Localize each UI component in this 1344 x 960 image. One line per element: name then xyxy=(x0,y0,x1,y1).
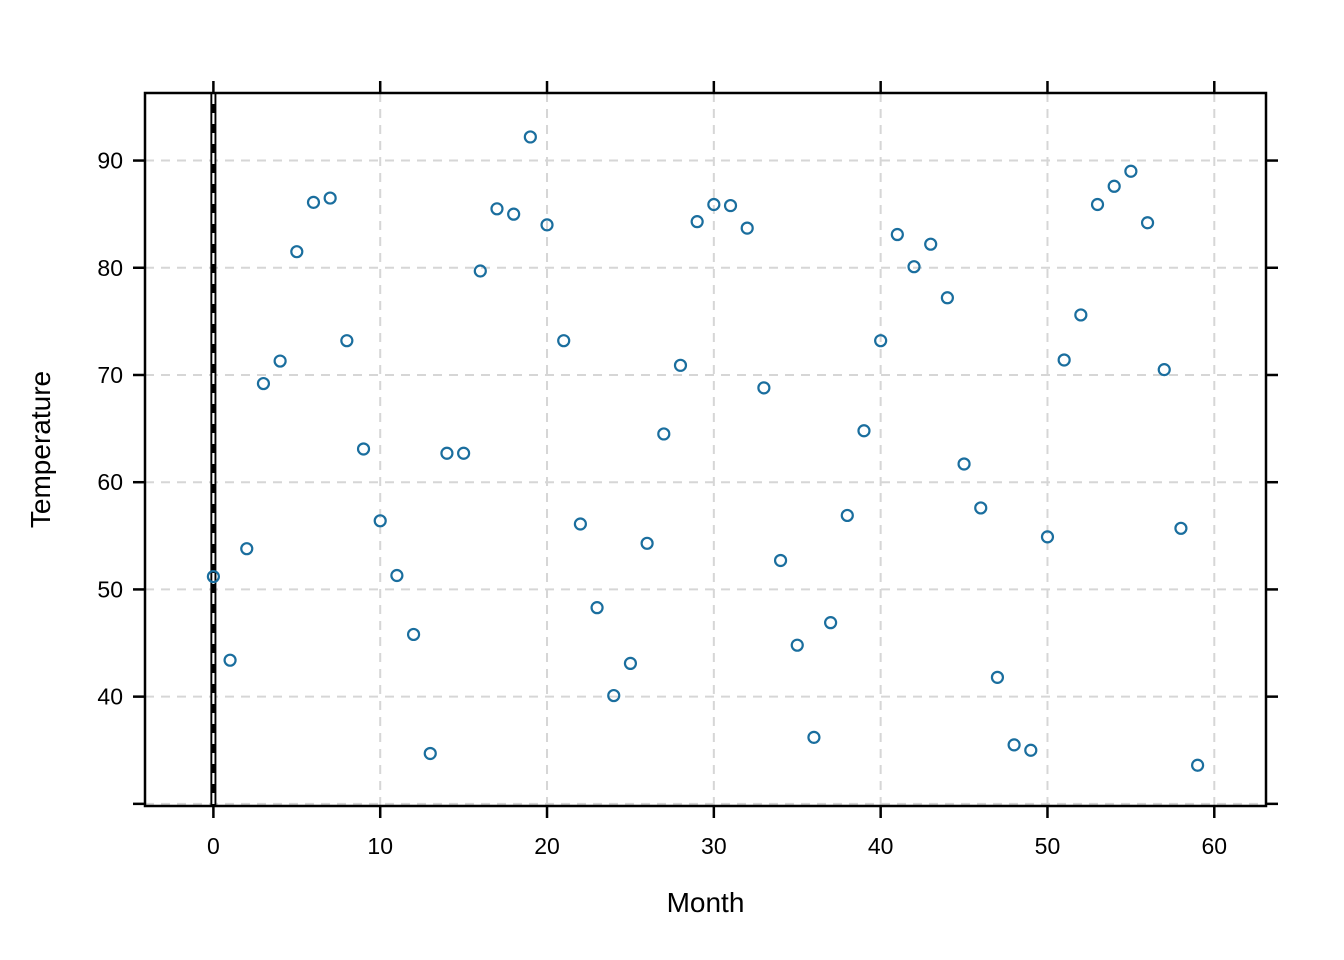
data-point-open-circle xyxy=(457,446,471,460)
data-point-open-circle xyxy=(640,536,654,550)
data-point-open-circle xyxy=(607,688,621,703)
data-point-open-circle xyxy=(473,264,487,278)
data-point-open-circle xyxy=(940,291,954,305)
data-point-open-circle xyxy=(340,334,354,348)
data-point-open-circle xyxy=(874,334,888,348)
data-point-open-circle xyxy=(673,358,688,372)
y-tick-label: 50 xyxy=(97,576,123,602)
y-axis-title: Temperature xyxy=(25,371,56,528)
data-point-open-circle xyxy=(523,130,537,144)
x-tick-label: 10 xyxy=(367,833,393,859)
data-point-open-circle xyxy=(356,442,371,456)
data-point-open-circle xyxy=(557,334,571,348)
y-tick-label: 80 xyxy=(97,255,123,281)
data-point-open-circle xyxy=(1157,363,1171,377)
y-tick-label: 70 xyxy=(97,362,123,388)
x-tick-label: 40 xyxy=(868,833,894,859)
data-point-open-circle xyxy=(740,221,754,235)
data-point-open-circle xyxy=(857,424,871,438)
data-point-open-circle xyxy=(406,627,421,642)
data-point-open-circle xyxy=(890,227,904,242)
data-point-open-circle xyxy=(507,207,521,221)
data-point-open-circle xyxy=(273,354,287,368)
grid-layer xyxy=(145,93,1266,806)
data-point-open-circle xyxy=(773,553,788,568)
data-point-open-circle xyxy=(540,218,554,232)
data-point-open-circle xyxy=(690,215,704,229)
data-point-open-circle xyxy=(1007,738,1021,752)
y-tick-label: 40 xyxy=(97,684,123,710)
data-point-open-circle xyxy=(490,202,504,216)
x-tick-label: 0 xyxy=(207,833,220,859)
data-point-open-circle xyxy=(240,542,254,556)
data-point-open-circle xyxy=(323,191,337,205)
data-point-open-circle xyxy=(1174,521,1188,535)
data-point-open-circle xyxy=(623,656,638,671)
x-tick-label: 20 xyxy=(534,833,560,859)
data-point-open-circle xyxy=(824,616,838,630)
x-axis-title: Month xyxy=(667,887,745,918)
data-point-open-circle xyxy=(256,376,271,391)
data-point-open-circle xyxy=(840,508,854,523)
data-point-open-circle xyxy=(657,427,671,441)
data-point-open-circle xyxy=(1057,353,1071,367)
data-point-open-circle xyxy=(807,730,821,744)
axes-layer xyxy=(133,81,1278,818)
data-point-open-circle xyxy=(1040,530,1055,544)
data-point-open-circle xyxy=(590,601,604,615)
data-point-open-circle xyxy=(373,514,387,528)
axis-labels-layer: 0 10 20 30 40 50 60 40 50 60 70 80 90 Month Temperatur… xyxy=(25,148,1227,918)
data-point-open-circle xyxy=(440,446,454,460)
data-point-open-circle xyxy=(1090,197,1105,212)
data-point-open-circle xyxy=(1024,743,1038,757)
data-point-open-circle xyxy=(924,237,938,251)
data-point-open-circle xyxy=(423,746,437,761)
data-point-open-circle xyxy=(790,638,804,652)
data-point-open-circle xyxy=(290,245,304,259)
data-points-layer xyxy=(206,130,1205,772)
data-point-open-circle xyxy=(1124,164,1138,178)
data-point-open-circle xyxy=(1140,216,1155,230)
data-point-open-circle xyxy=(390,568,404,583)
data-point-open-circle xyxy=(757,381,771,395)
data-point-open-circle xyxy=(707,197,721,212)
x-tick-label: 30 xyxy=(701,833,727,859)
data-point-open-circle xyxy=(573,517,587,531)
data-point-open-circle xyxy=(723,198,738,213)
data-point-open-circle xyxy=(990,670,1005,684)
data-point-open-circle xyxy=(1191,758,1205,772)
x-tick-label: 60 xyxy=(1201,833,1227,859)
data-point-open-circle xyxy=(206,569,220,584)
y-tick-label: 60 xyxy=(97,469,123,495)
x-tick-label: 50 xyxy=(1035,833,1061,859)
data-point-open-circle xyxy=(1074,308,1088,322)
data-point-open-circle xyxy=(223,653,237,667)
plot-border xyxy=(143,91,1268,808)
data-point-open-circle xyxy=(306,195,321,209)
data-point-open-circle xyxy=(907,260,921,274)
y-tick-label: 90 xyxy=(97,148,123,174)
data-point-open-circle xyxy=(957,457,971,471)
data-point-open-circle xyxy=(974,501,988,515)
data-point-open-circle xyxy=(1107,179,1121,193)
